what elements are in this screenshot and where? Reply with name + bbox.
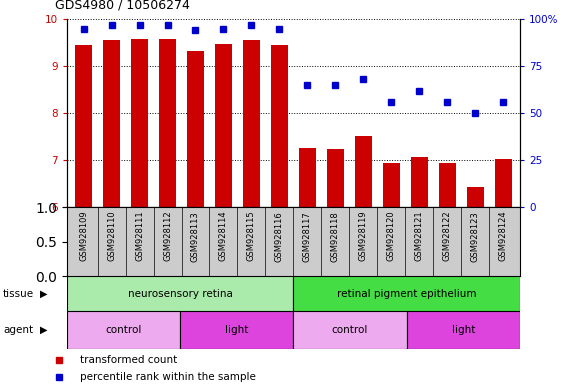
Text: GSM928120: GSM928120 xyxy=(387,211,396,262)
Text: GSM928123: GSM928123 xyxy=(471,211,480,262)
Bar xyxy=(411,157,428,207)
Text: GSM928114: GSM928114 xyxy=(219,211,228,262)
Text: ▶: ▶ xyxy=(40,325,47,335)
Bar xyxy=(299,147,316,207)
Text: GSM928121: GSM928121 xyxy=(415,211,424,262)
Text: light: light xyxy=(225,325,249,335)
Text: GSM928124: GSM928124 xyxy=(498,211,508,262)
Bar xyxy=(103,40,120,207)
Text: control: control xyxy=(105,325,142,335)
Bar xyxy=(159,40,176,207)
Text: GSM928109: GSM928109 xyxy=(79,211,88,262)
Bar xyxy=(467,187,483,207)
Text: neurosensory retina: neurosensory retina xyxy=(128,289,232,299)
Bar xyxy=(243,40,260,207)
Text: tissue: tissue xyxy=(3,289,34,299)
Bar xyxy=(187,51,204,207)
Bar xyxy=(383,163,400,207)
Bar xyxy=(495,159,512,207)
Bar xyxy=(67,276,293,311)
Text: GSM928118: GSM928118 xyxy=(331,211,340,262)
Text: GSM928116: GSM928116 xyxy=(275,211,284,262)
Text: light: light xyxy=(451,325,475,335)
Text: GSM928119: GSM928119 xyxy=(359,211,368,262)
Bar xyxy=(75,45,92,207)
Text: agent: agent xyxy=(3,325,33,335)
Bar xyxy=(293,311,407,349)
Bar xyxy=(355,136,372,207)
Text: GSM928113: GSM928113 xyxy=(191,211,200,262)
Text: GSM928115: GSM928115 xyxy=(247,211,256,262)
Bar xyxy=(180,311,293,349)
Bar xyxy=(327,149,344,207)
Bar xyxy=(215,44,232,207)
Text: control: control xyxy=(332,325,368,335)
Text: transformed count: transformed count xyxy=(80,355,177,365)
Text: GSM928111: GSM928111 xyxy=(135,211,144,262)
Bar xyxy=(439,163,456,207)
Text: GSM928110: GSM928110 xyxy=(107,211,116,262)
Text: GDS4980 / 10506274: GDS4980 / 10506274 xyxy=(55,0,190,12)
Bar xyxy=(407,311,520,349)
Text: GSM928122: GSM928122 xyxy=(443,211,452,262)
Text: GSM928117: GSM928117 xyxy=(303,211,312,262)
Text: retinal pigment epithelium: retinal pigment epithelium xyxy=(337,289,476,299)
Text: GSM928112: GSM928112 xyxy=(163,211,172,262)
Bar xyxy=(131,40,148,207)
Text: ▶: ▶ xyxy=(40,289,47,299)
Bar xyxy=(293,276,520,311)
Bar xyxy=(271,45,288,207)
Bar xyxy=(67,311,180,349)
Text: percentile rank within the sample: percentile rank within the sample xyxy=(80,372,256,382)
